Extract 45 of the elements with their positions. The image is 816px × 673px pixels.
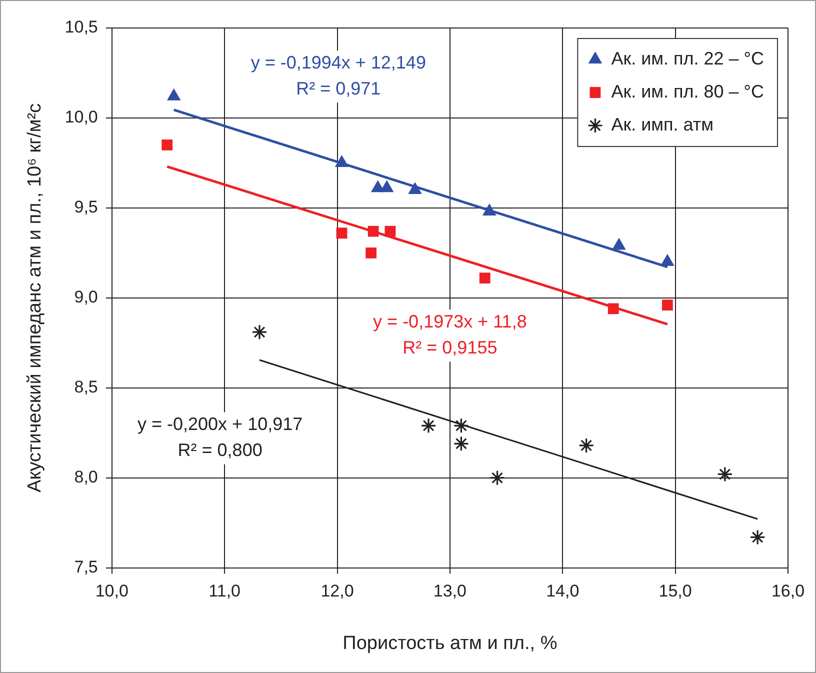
point xyxy=(252,324,268,340)
point xyxy=(380,180,394,192)
x-tick-label: 15,0 xyxy=(658,582,692,601)
y-tick-label: 9,0 xyxy=(74,288,98,307)
y-tick-label: 7,5 xyxy=(74,557,98,576)
point xyxy=(420,418,436,434)
x-tick-label: 11,0 xyxy=(208,582,240,601)
y-tick-label: 10,5 xyxy=(64,18,98,37)
point xyxy=(167,88,180,100)
annotation: y = -0,1994x + 12,149 R² = 0,971 xyxy=(250,52,426,99)
point xyxy=(608,303,619,314)
point xyxy=(750,529,766,546)
y-axis-title: Акустический импеданс атм и пл., 10⁶ кг/м²с xyxy=(24,103,46,492)
legend-label: Ак. имп. атм xyxy=(611,114,714,134)
annotation: y = -0,200x + 10,917 R² = 0,800 xyxy=(138,414,303,460)
point xyxy=(578,438,594,454)
point xyxy=(482,204,496,216)
point xyxy=(717,466,733,482)
point xyxy=(336,228,348,239)
x-tick-label: 10,0 xyxy=(95,582,128,601)
x-tick-label: 12,0 xyxy=(320,582,354,601)
point xyxy=(408,182,422,194)
point xyxy=(662,300,673,311)
y-tick-label: 8,5 xyxy=(74,378,98,397)
x-tick-label: 14,0 xyxy=(546,582,580,601)
point xyxy=(368,226,379,237)
legend-label: Ак. им. пл. 22 – °C xyxy=(611,48,764,68)
point xyxy=(453,418,470,434)
y-tick-label: 10,0 xyxy=(64,108,98,127)
point xyxy=(384,226,396,237)
y-tick-label: 8,0 xyxy=(74,468,98,487)
point xyxy=(612,238,626,250)
x-tick-label: 13,0 xyxy=(433,582,466,601)
point xyxy=(479,272,490,284)
point xyxy=(366,247,377,258)
x-axis-title: Пористость атм и пл., % xyxy=(342,632,558,654)
legend-label: Ак. им. пл. 80 – °C xyxy=(611,81,764,102)
point xyxy=(453,436,470,452)
point xyxy=(489,470,506,486)
point xyxy=(660,254,674,266)
y-tick-label: 9,5 xyxy=(74,198,98,217)
point xyxy=(162,140,173,150)
point xyxy=(335,155,348,167)
annotation: y = -0,1973x + 11,8 R² = 0,9155 xyxy=(373,312,527,358)
x-tick-label: 16,0 xyxy=(771,582,805,601)
